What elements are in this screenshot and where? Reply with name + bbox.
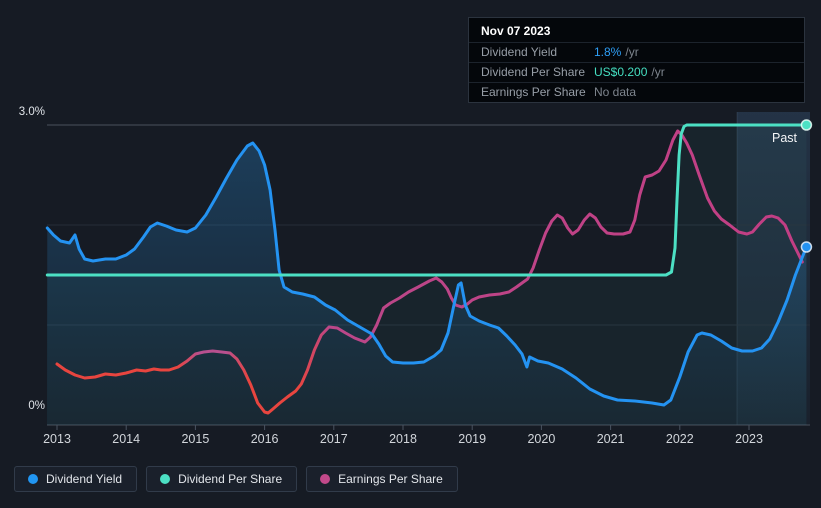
past-label: Past: [771, 131, 797, 145]
chart-legend: Dividend Yield Dividend Per Share Earnin…: [14, 466, 458, 492]
x-axis-label-2021: 2021: [596, 432, 625, 446]
dividend-yield-end-dot: [800, 241, 813, 253]
legend-label: Dividend Yield: [46, 472, 123, 486]
chart-tooltip: Nov 07 2023 Dividend Yield 1.8% /yr Divi…: [468, 17, 805, 103]
tooltip-row-dividend-per-share: Dividend Per Share US$0.200 /yr: [469, 62, 804, 82]
tooltip-value-suffix: /yr: [625, 45, 639, 59]
legend-item-dividend-yield[interactable]: Dividend Yield: [14, 466, 138, 492]
tooltip-label: Dividend Per Share: [481, 65, 586, 79]
tooltip-value: US$0.200: [594, 65, 648, 79]
legend-label: Earnings Per Share: [338, 472, 443, 486]
earnings-per-share-dot-icon: [320, 474, 331, 484]
x-axis-label-2013: 2013: [43, 432, 71, 446]
x-axis-label-2018: 2018: [389, 432, 417, 446]
x-axis-label-2016: 2016: [250, 432, 279, 446]
x-axis-label-2019: 2019: [458, 432, 487, 446]
tooltip-value-suffix: /yr: [651, 65, 665, 79]
dividend-yield-line: [45, 141, 808, 407]
dividend-per-share-end-dot: [800, 119, 813, 131]
dividend-per-share-dot-icon: [160, 474, 171, 484]
x-axis-label-2020: 2020: [527, 432, 556, 446]
tooltip-value: No data: [594, 85, 637, 99]
x-axis-label-2015: 2015: [181, 432, 210, 446]
legend-item-dividend-per-share[interactable]: Dividend Per Share: [146, 466, 298, 492]
dividend-per-share-line: [45, 123, 808, 277]
y-axis-label-bottom: 0%: [28, 400, 45, 412]
x-axis-label-2022: 2022: [665, 432, 694, 446]
x-axis-label-2014: 2014: [112, 432, 141, 446]
y-axis-label-top: 3.0%: [18, 106, 45, 118]
legend-item-earnings-per-share[interactable]: Earnings Per Share: [306, 466, 458, 492]
tooltip-row-earnings-per-share: Earnings Per Share No data: [469, 82, 804, 102]
tooltip-row-dividend-yield: Dividend Yield 1.8% /yr: [469, 42, 804, 62]
x-axis: 2013 2014 2015 2016 2017 2018 2019 2020 2021 2022…: [0, 432, 821, 450]
tooltip-label: Dividend Yield: [481, 45, 558, 59]
tooltip-date: Nov 07 2023: [481, 24, 551, 38]
legend-label: Dividend Per Share: [178, 472, 283, 486]
tooltip-value: 1.8%: [594, 45, 622, 59]
dividend-yield-area: [47, 143, 807, 425]
x-axis-label-2017: 2017: [319, 432, 348, 446]
x-axis-label-2023: 2023: [735, 432, 763, 446]
dividend-yield-dot-icon: [28, 474, 38, 484]
tooltip-label: Earnings Per Share: [481, 85, 586, 99]
